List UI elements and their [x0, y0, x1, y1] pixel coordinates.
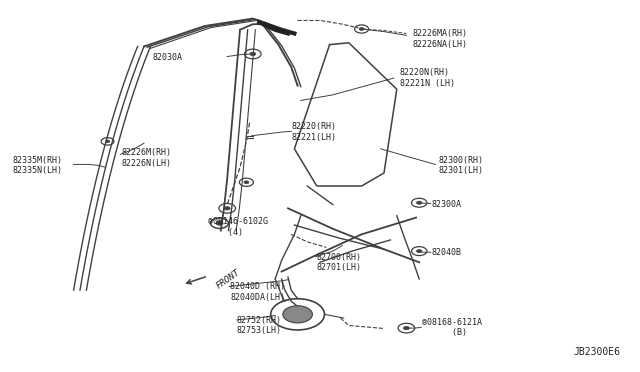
Text: 82752(RH)
82753(LH): 82752(RH) 82753(LH): [237, 316, 282, 335]
Text: 82335M(RH)
82335N(LH): 82335M(RH) 82335N(LH): [13, 156, 63, 175]
Text: 82220N(RH)
82221N (LH): 82220N(RH) 82221N (LH): [400, 68, 455, 88]
Text: 82226M(RH)
82226N(LH): 82226M(RH) 82226N(LH): [122, 148, 172, 168]
Circle shape: [216, 221, 223, 225]
Circle shape: [359, 28, 364, 31]
Circle shape: [250, 52, 256, 56]
Text: 82040B: 82040B: [432, 248, 462, 257]
Circle shape: [283, 306, 312, 323]
Text: JB2300E6: JB2300E6: [574, 347, 621, 357]
Text: 82700(RH)
82701(LH): 82700(RH) 82701(LH): [317, 253, 362, 272]
Text: ®0B146-6102G
    (4): ®0B146-6102G (4): [208, 217, 268, 237]
Text: FRONT: FRONT: [214, 267, 241, 291]
Text: ®08168-6121A
      (B): ®08168-6121A (B): [422, 318, 483, 337]
Text: 82220(RH)
82221(LH): 82220(RH) 82221(LH): [291, 122, 336, 142]
Circle shape: [403, 326, 410, 330]
Text: 82040D (RH)
82040DA(LH): 82040D (RH) 82040DA(LH): [230, 282, 285, 302]
Circle shape: [224, 206, 230, 210]
Circle shape: [244, 181, 249, 184]
Text: 82300(RH)
82301(LH): 82300(RH) 82301(LH): [438, 156, 483, 175]
Circle shape: [417, 201, 422, 204]
Text: 82300A: 82300A: [432, 200, 462, 209]
Circle shape: [106, 140, 110, 142]
Text: 82226MA(RH)
82226NA(LH): 82226MA(RH) 82226NA(LH): [413, 29, 468, 49]
Circle shape: [417, 250, 422, 253]
Text: 82030A: 82030A: [152, 53, 182, 62]
